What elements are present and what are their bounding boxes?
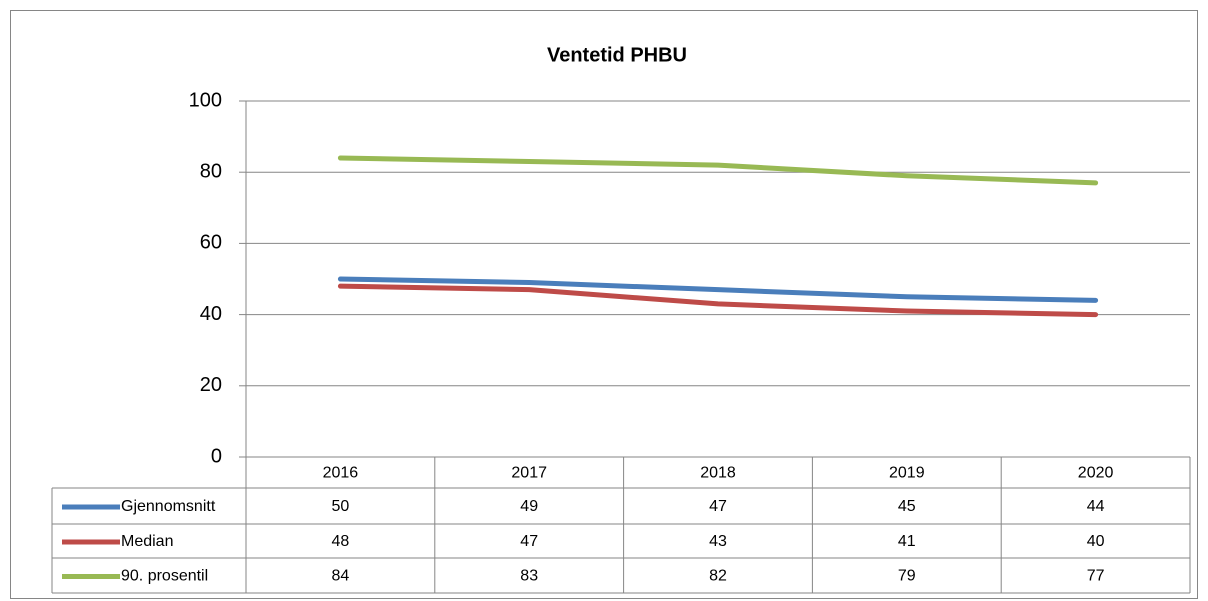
legend-label: Gjennomsnitt <box>121 498 216 515</box>
table-value: 40 <box>1087 533 1105 550</box>
y-tick-label: 20 <box>200 374 222 396</box>
table-value: 50 <box>332 498 350 515</box>
x-tick-label: 2017 <box>511 465 547 482</box>
x-tick-label: 2019 <box>889 465 925 482</box>
table-value: 47 <box>520 533 538 550</box>
chart-border <box>10 10 1198 599</box>
series-line <box>337 155 1099 186</box>
legend-label: 90. prosentil <box>121 568 208 585</box>
table-value: 47 <box>709 498 727 515</box>
table-value: 84 <box>332 568 350 585</box>
x-tick-label: 2018 <box>700 465 736 482</box>
chart-title: Ventetid PHBU <box>547 44 687 66</box>
y-tick-label: 80 <box>200 160 222 182</box>
table-value: 82 <box>709 568 727 585</box>
x-tick-label: 2016 <box>323 465 359 482</box>
table-value: 77 <box>1087 568 1105 585</box>
series-line <box>337 276 1099 303</box>
table-value: 44 <box>1087 498 1105 515</box>
table-value: 79 <box>898 568 916 585</box>
series-line <box>337 283 1099 318</box>
y-tick-label: 60 <box>200 232 222 254</box>
legend-label: Median <box>121 533 173 550</box>
y-tick-label: 40 <box>200 303 222 325</box>
table-value: 43 <box>709 533 727 550</box>
table-value: 83 <box>520 568 538 585</box>
x-tick-label: 2020 <box>1078 465 1114 482</box>
table-value: 41 <box>898 533 916 550</box>
y-tick-label: 100 <box>189 89 222 111</box>
table-value: 45 <box>898 498 916 515</box>
table-value: 49 <box>520 498 538 515</box>
y-tick-label: 0 <box>211 445 222 467</box>
table-value: 48 <box>332 533 350 550</box>
